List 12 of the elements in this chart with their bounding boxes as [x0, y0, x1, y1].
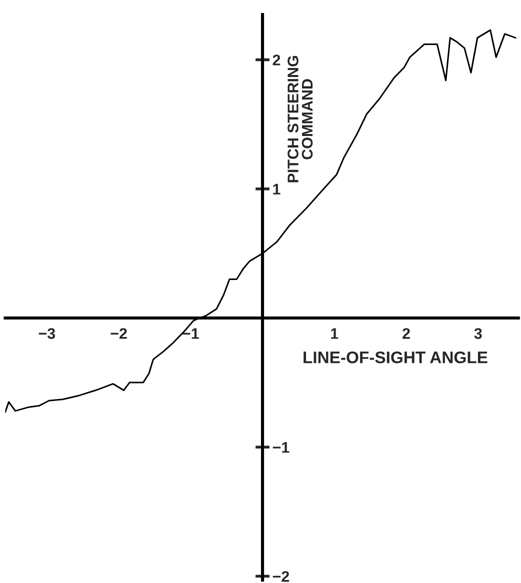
y-tick-label: −2	[272, 571, 290, 582]
y-axis-title: PITCH STEERING COMMAND	[288, 56, 313, 182]
y-tick-label: −1	[272, 442, 290, 453]
x-tick-label: −3	[38, 328, 56, 339]
y-tick-label: 1	[273, 184, 280, 194]
x-tick-label: −1	[182, 328, 199, 339]
x-axis-title: LINE-OF-SIGHT ANGLE	[304, 351, 488, 364]
x-tick-label: 1	[331, 328, 338, 339]
x-tick-label: 3	[474, 328, 482, 339]
x-tick-label: −2	[110, 328, 127, 339]
y-tick-label: 2	[272, 54, 280, 66]
x-tick-label: 2	[402, 328, 410, 339]
